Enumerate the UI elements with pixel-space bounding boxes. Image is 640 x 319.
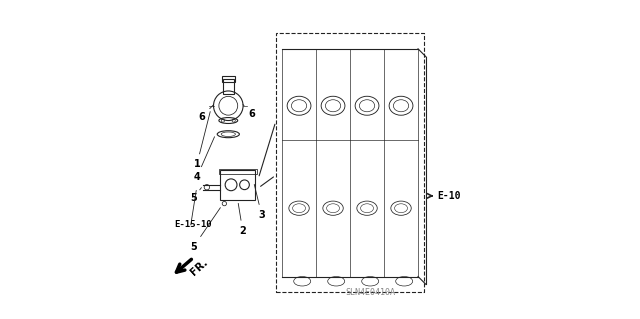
- Bar: [223, 79, 234, 94]
- Text: SLN4E0410A: SLN4E0410A: [346, 288, 396, 298]
- Text: 1: 1: [193, 112, 210, 169]
- Text: 2: 2: [238, 203, 246, 236]
- Bar: [276, 33, 424, 292]
- Text: 5: 5: [190, 188, 202, 203]
- Text: 6: 6: [198, 105, 214, 122]
- Bar: [220, 170, 255, 200]
- Text: 3: 3: [254, 184, 265, 220]
- Text: E-15-10: E-15-10: [175, 220, 212, 229]
- Text: FR.: FR.: [189, 257, 210, 277]
- Text: 4: 4: [193, 137, 214, 182]
- Bar: [219, 169, 257, 174]
- Text: 5: 5: [190, 208, 220, 252]
- Text: E-10: E-10: [437, 191, 461, 201]
- Text: 6: 6: [243, 105, 255, 119]
- Bar: [221, 76, 235, 82]
